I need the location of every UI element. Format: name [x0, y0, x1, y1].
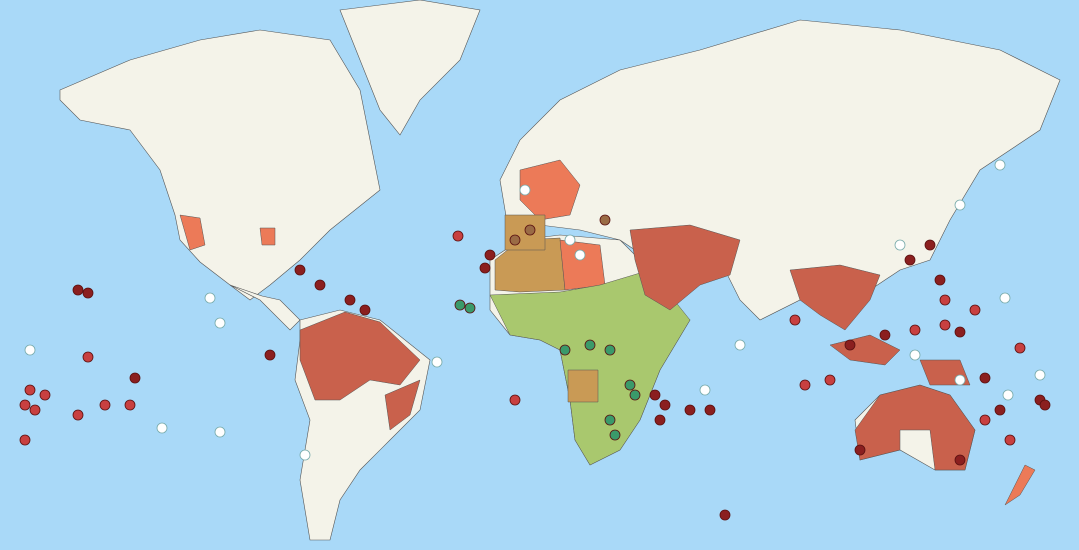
- marker: [99, 399, 111, 411]
- marker: [659, 399, 671, 411]
- marker: [939, 294, 951, 306]
- marker: [564, 234, 576, 246]
- marker: [934, 274, 946, 286]
- marker: [789, 314, 801, 326]
- marker: [879, 329, 891, 341]
- marker: [854, 444, 866, 456]
- marker: [464, 302, 476, 314]
- marker: [924, 239, 936, 251]
- marker: [699, 384, 711, 396]
- marker: [684, 404, 696, 416]
- marker: [156, 422, 168, 434]
- marker: [19, 434, 31, 446]
- marker: [979, 372, 991, 384]
- marker: [954, 326, 966, 338]
- marker: [704, 404, 716, 416]
- marker: [24, 384, 36, 396]
- marker: [359, 304, 371, 316]
- marker: [214, 317, 226, 329]
- marker: [629, 389, 641, 401]
- marker: [574, 249, 586, 261]
- greenland: [339, 0, 481, 136]
- marker: [509, 394, 521, 406]
- marker: [29, 404, 41, 416]
- region: [489, 269, 691, 466]
- region: [504, 214, 546, 251]
- marker: [431, 356, 443, 368]
- marker: [1014, 342, 1026, 354]
- region: [629, 224, 741, 311]
- marker: [559, 344, 571, 356]
- marker: [1004, 434, 1016, 446]
- marker: [82, 351, 94, 363]
- marker: [129, 372, 141, 384]
- marker: [214, 426, 226, 438]
- marker: [1002, 389, 1014, 401]
- region: [519, 159, 581, 221]
- marker: [294, 264, 306, 276]
- marker: [204, 292, 216, 304]
- marker: [939, 319, 951, 331]
- marker: [524, 224, 536, 236]
- region: [384, 379, 421, 431]
- marker: [824, 374, 836, 386]
- marker: [344, 294, 356, 306]
- region: [299, 311, 421, 401]
- marker: [454, 299, 466, 311]
- marker: [909, 349, 921, 361]
- marker: [719, 509, 731, 521]
- marker: [519, 184, 531, 196]
- marker: [509, 234, 521, 246]
- markers: [19, 159, 1051, 521]
- marker: [39, 389, 51, 401]
- marker: [999, 292, 1011, 304]
- marker: [909, 324, 921, 336]
- marker: [604, 344, 616, 356]
- marker: [314, 279, 326, 291]
- marker: [994, 159, 1006, 171]
- region: [1004, 464, 1036, 506]
- marker: [954, 199, 966, 211]
- marker: [479, 262, 491, 274]
- marker: [969, 304, 981, 316]
- marker: [19, 399, 31, 411]
- marker: [452, 230, 464, 242]
- marker: [72, 284, 84, 296]
- region: [789, 264, 881, 331]
- marker: [904, 254, 916, 266]
- marker: [624, 379, 636, 391]
- marker: [799, 379, 811, 391]
- marker: [609, 429, 621, 441]
- marker: [484, 249, 496, 261]
- region: [559, 239, 606, 291]
- marker: [24, 344, 36, 356]
- marker: [264, 349, 276, 361]
- region: [567, 369, 599, 403]
- marker: [599, 214, 611, 226]
- marker: [82, 287, 94, 299]
- marker: [734, 339, 746, 351]
- region: [179, 214, 206, 251]
- marker: [299, 449, 311, 461]
- north-america: [59, 29, 381, 301]
- marker: [649, 389, 661, 401]
- marker: [654, 414, 666, 426]
- marker: [954, 454, 966, 466]
- marker: [584, 339, 596, 351]
- marker: [604, 414, 616, 426]
- region: [259, 227, 276, 246]
- marker: [994, 404, 1006, 416]
- colored-regions: [179, 159, 1036, 506]
- marker: [954, 374, 966, 386]
- marker: [979, 414, 991, 426]
- marker: [1039, 399, 1051, 411]
- marker: [1034, 369, 1046, 381]
- marker: [72, 409, 84, 421]
- marker: [844, 339, 856, 351]
- marker: [894, 239, 906, 251]
- marker: [124, 399, 136, 411]
